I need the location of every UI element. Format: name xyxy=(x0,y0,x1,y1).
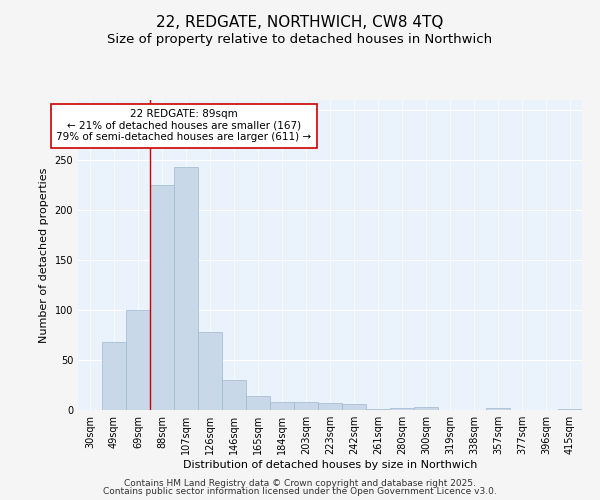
Text: 22, REDGATE, NORTHWICH, CW8 4TQ: 22, REDGATE, NORTHWICH, CW8 4TQ xyxy=(157,15,443,30)
Text: Contains HM Land Registry data © Crown copyright and database right 2025.: Contains HM Land Registry data © Crown c… xyxy=(124,478,476,488)
Bar xyxy=(558,409,582,410)
Bar xyxy=(102,342,126,410)
Bar xyxy=(390,408,414,410)
Bar xyxy=(318,403,342,410)
Bar xyxy=(294,402,318,410)
Text: Contains public sector information licensed under the Open Government Licence v3: Contains public sector information licen… xyxy=(103,487,497,496)
Bar xyxy=(150,185,174,410)
Y-axis label: Number of detached properties: Number of detached properties xyxy=(39,168,49,342)
Bar xyxy=(270,402,294,410)
Bar xyxy=(222,380,246,410)
X-axis label: Distribution of detached houses by size in Northwich: Distribution of detached houses by size … xyxy=(183,460,477,470)
Bar xyxy=(246,396,270,410)
Bar xyxy=(174,167,198,410)
Bar xyxy=(366,409,390,410)
Bar xyxy=(486,408,510,410)
Bar xyxy=(342,404,366,410)
Text: Size of property relative to detached houses in Northwich: Size of property relative to detached ho… xyxy=(107,32,493,46)
Bar xyxy=(414,407,438,410)
Bar xyxy=(126,310,150,410)
Bar xyxy=(198,332,222,410)
Text: 22 REDGATE: 89sqm
← 21% of detached houses are smaller (167)
79% of semi-detache: 22 REDGATE: 89sqm ← 21% of detached hous… xyxy=(56,110,311,142)
